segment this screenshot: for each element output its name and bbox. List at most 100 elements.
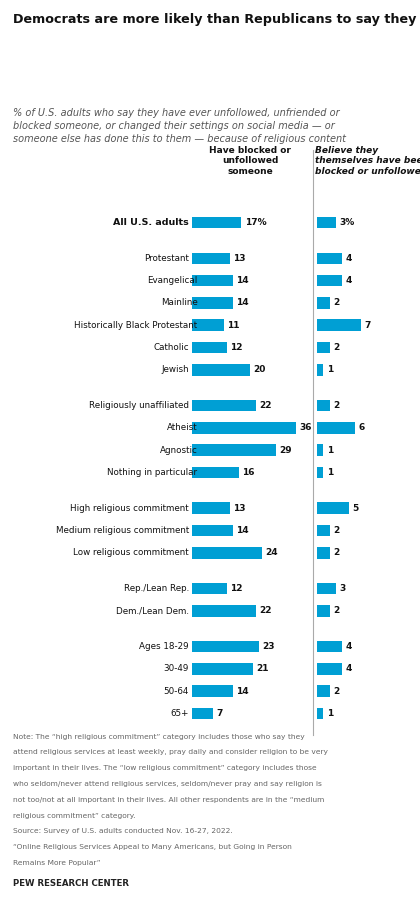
Text: 4: 4 [346, 642, 352, 651]
Text: 7: 7 [365, 320, 371, 329]
Bar [317, 342, 330, 354]
Text: 36: 36 [300, 423, 312, 432]
Bar [192, 502, 230, 514]
Text: Medium religious commitment: Medium religious commitment [56, 526, 189, 535]
Text: 14: 14 [236, 687, 249, 696]
Text: 17%: 17% [245, 218, 266, 227]
Text: Nothing in particular: Nothing in particular [107, 468, 197, 477]
Bar [317, 467, 323, 478]
Text: 2: 2 [333, 607, 339, 616]
Text: 1: 1 [327, 365, 333, 374]
Bar [317, 400, 330, 411]
Text: 4: 4 [346, 664, 352, 673]
Text: 2: 2 [333, 299, 339, 308]
Text: Protestant: Protestant [144, 254, 189, 263]
Bar [317, 525, 330, 536]
Bar [192, 253, 230, 264]
Text: 4: 4 [346, 276, 352, 285]
Text: 1: 1 [327, 446, 333, 454]
Text: 12: 12 [231, 584, 243, 593]
Bar [317, 685, 330, 697]
Text: 14: 14 [236, 526, 249, 535]
Text: 11: 11 [228, 320, 240, 329]
Text: who seldom/never attend religious services, seldom/never pray and say religion i: who seldom/never attend religious servic… [13, 781, 321, 787]
Text: 2: 2 [333, 343, 339, 352]
Text: 24: 24 [265, 548, 278, 557]
Text: Believe they
themselves have been
blocked or unfollowed: Believe they themselves have been blocke… [315, 146, 420, 176]
Text: Mainline: Mainline [161, 299, 197, 308]
Text: 1: 1 [327, 709, 333, 718]
Text: Democrats are more likely than Republicans to say they have blocked or unfollowe: Democrats are more likely than Republica… [13, 14, 420, 26]
Bar [192, 547, 262, 559]
Text: 2: 2 [333, 548, 339, 557]
Text: Dem./Lean Dem.: Dem./Lean Dem. [116, 607, 189, 616]
Bar [192, 467, 239, 478]
Text: Catholic: Catholic [153, 343, 189, 352]
Text: Evangelical: Evangelical [147, 276, 197, 285]
Bar [317, 547, 330, 559]
Bar [192, 641, 259, 652]
Text: 20: 20 [254, 365, 266, 374]
Text: important in their lives. The “low religious commitment” category includes those: important in their lives. The “low relig… [13, 765, 316, 771]
Text: 14: 14 [236, 276, 249, 285]
Bar [192, 525, 233, 536]
Text: Ages 18-29: Ages 18-29 [139, 642, 189, 651]
Bar [317, 605, 330, 617]
Bar [192, 663, 253, 674]
Bar [192, 400, 256, 411]
Text: Have blocked or
unfollowed
someone: Have blocked or unfollowed someone [209, 146, 291, 176]
Text: 13: 13 [233, 504, 246, 513]
Text: All U.S. adults: All U.S. adults [113, 218, 189, 227]
Bar [317, 320, 361, 331]
Text: % of U.S. adults who say they have ever unfollowed, unfriended or
blocked someon: % of U.S. adults who say they have ever … [13, 108, 346, 144]
Text: Jewish: Jewish [161, 365, 189, 374]
Bar [317, 641, 342, 652]
Text: Source: Survey of U.S. adults conducted Nov. 16-27, 2022.: Source: Survey of U.S. adults conducted … [13, 828, 232, 834]
Text: 50-64: 50-64 [164, 687, 189, 696]
Text: Note: The “high religious commitment” category includes those who say they: Note: The “high religious commitment” ca… [13, 734, 304, 740]
Bar [192, 320, 224, 331]
Text: not too/not at all important in their lives. All other respondents are in the “m: not too/not at all important in their li… [13, 796, 324, 803]
Bar [317, 502, 349, 514]
Text: Agnostic: Agnostic [160, 446, 197, 454]
Text: 22: 22 [259, 401, 272, 410]
Bar [317, 422, 355, 434]
Text: attend religious services at least weekly, pray daily and consider religion to b: attend religious services at least weekl… [13, 750, 328, 755]
Bar [317, 297, 330, 309]
Text: 21: 21 [256, 664, 269, 673]
Text: 3%: 3% [339, 218, 354, 227]
Text: 12: 12 [231, 343, 243, 352]
Bar [192, 605, 256, 617]
Text: 65+: 65+ [171, 709, 189, 718]
Bar [192, 274, 233, 286]
Bar [192, 297, 233, 309]
Text: 3: 3 [339, 584, 346, 593]
Text: 4: 4 [346, 254, 352, 263]
Text: Atheist: Atheist [167, 423, 197, 432]
Bar [192, 582, 227, 594]
Bar [317, 663, 342, 674]
Text: 5: 5 [352, 504, 358, 513]
Bar [317, 707, 323, 719]
Text: 29: 29 [279, 446, 292, 454]
Bar [317, 253, 342, 264]
Text: 6: 6 [358, 423, 365, 432]
Text: 22: 22 [259, 607, 272, 616]
Text: 16: 16 [242, 468, 255, 477]
Bar [317, 364, 323, 375]
Bar [192, 707, 213, 719]
Bar [317, 445, 323, 456]
Bar [317, 582, 336, 594]
Bar [192, 445, 276, 456]
Text: 2: 2 [333, 401, 339, 410]
Text: 2: 2 [333, 526, 339, 535]
Text: PEW RESEARCH CENTER: PEW RESEARCH CENTER [13, 879, 129, 888]
Bar [317, 217, 336, 229]
Text: Historically Black Protestant: Historically Black Protestant [74, 320, 197, 329]
Text: “Online Religious Services Appeal to Many Americans, but Going in Person: “Online Religious Services Appeal to Man… [13, 844, 291, 850]
Text: religious commitment” category.: religious commitment” category. [13, 813, 135, 819]
Text: 30-49: 30-49 [164, 664, 189, 673]
Bar [192, 217, 242, 229]
Text: 13: 13 [233, 254, 246, 263]
Bar [192, 364, 250, 375]
